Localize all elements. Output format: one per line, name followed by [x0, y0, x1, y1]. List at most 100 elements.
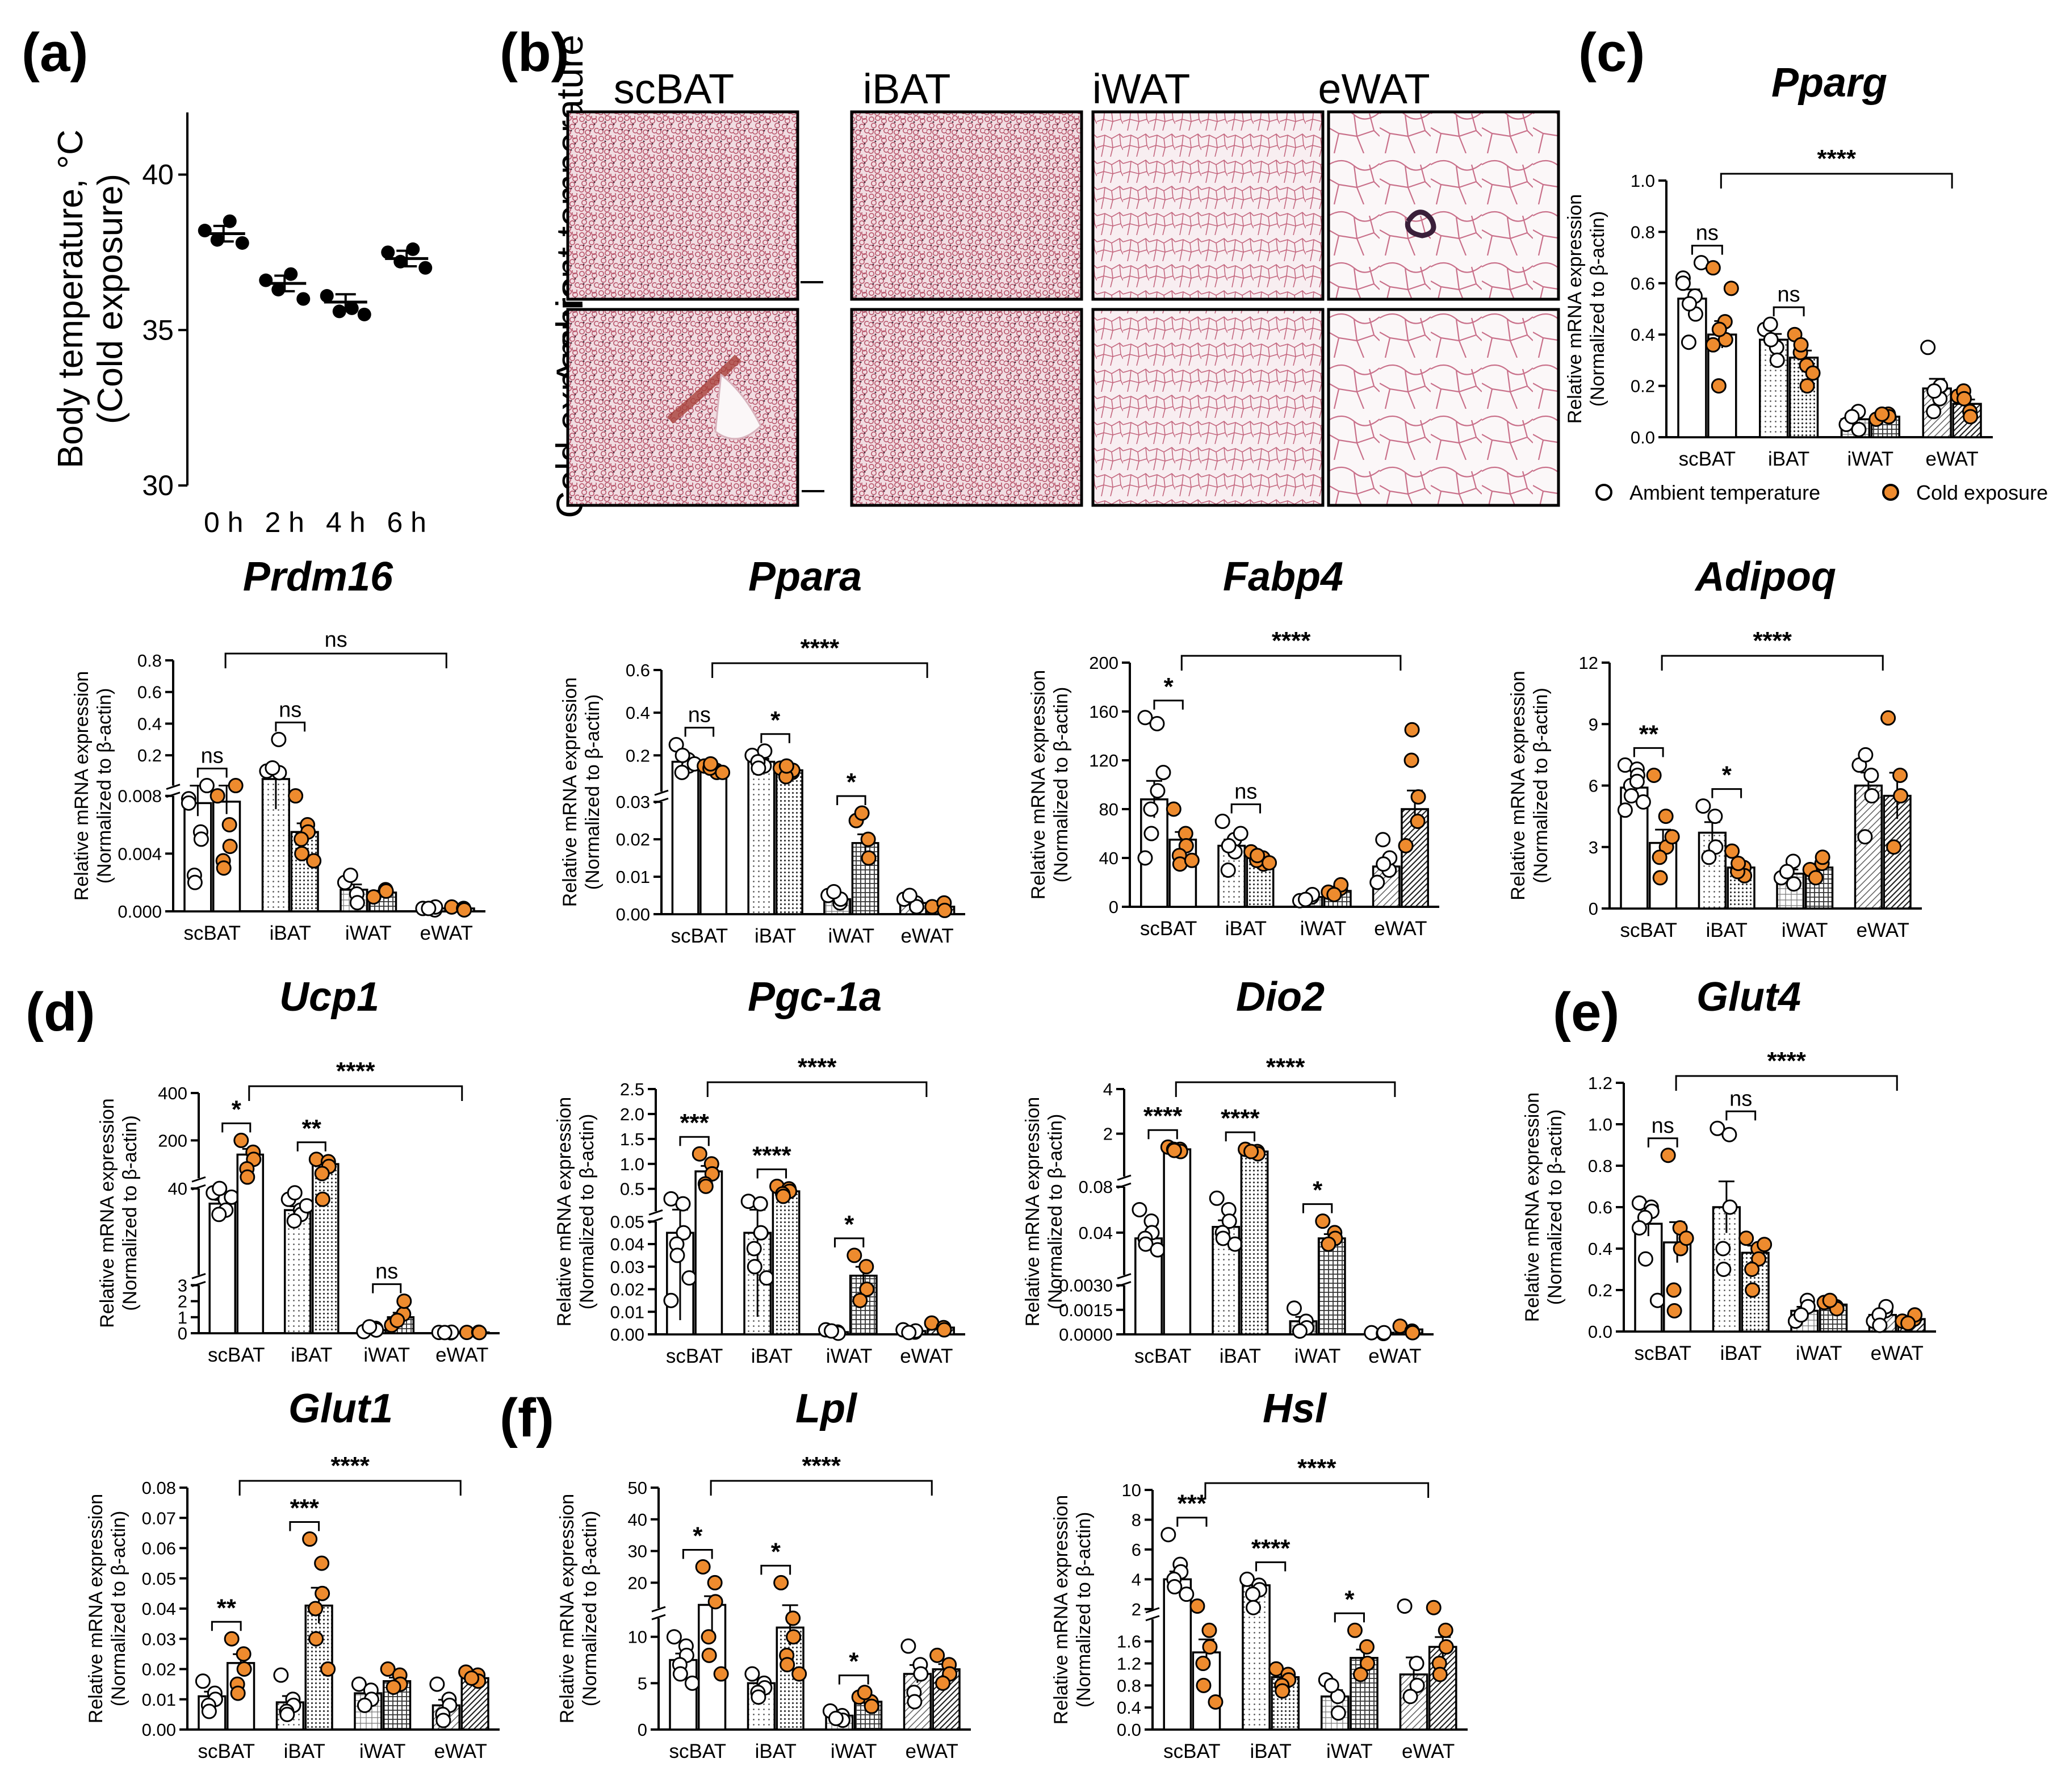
data-point-ambient [421, 901, 437, 916]
data-point-cold [936, 1322, 952, 1338]
y-tick-label: 0.0015 [1059, 1300, 1113, 1320]
chart-adipoq: Adipoq 0 3 6 9 12 Relative mRNA expression(Nor… [1507, 554, 1922, 941]
panel-label-a: (a) [22, 22, 88, 83]
data-point-ambient [828, 1710, 844, 1726]
data-point-cold [1892, 767, 1908, 783]
data-point-ambient [1137, 710, 1153, 726]
x-tick-label: 0 h [204, 506, 244, 538]
data-point-cold [1398, 838, 1414, 853]
significance-bracket [372, 1283, 402, 1293]
y-tick-label: 0 [1109, 897, 1118, 917]
data-point-cold [1886, 839, 1902, 855]
significance-bracket [1633, 747, 1664, 757]
significance-bracket [296, 1141, 326, 1152]
x-tick-label: iBAT [291, 1344, 332, 1366]
data-point-ambient [1863, 767, 1879, 783]
data-point-ambient [351, 1676, 367, 1692]
y-tick-label: 0.8 [1588, 1156, 1612, 1176]
data-point-cold [315, 1191, 330, 1207]
data-point-cold [1900, 1315, 1916, 1331]
x-tick-label: iWAT [1847, 448, 1894, 470]
data-point-ambient [1214, 814, 1230, 829]
data-point-ambient [681, 1270, 697, 1286]
x-tick-label: 4 h [326, 506, 366, 538]
data-point-cold [776, 1188, 791, 1204]
bar-ambient [1677, 298, 1707, 438]
data-point-ambient [1926, 404, 1942, 420]
data-point-ambient [1681, 296, 1697, 312]
bar-ambient [208, 1203, 237, 1334]
y-tick-label: 0.0030 [1059, 1276, 1113, 1296]
data-point-cold [378, 883, 394, 899]
data-point-cold [240, 1169, 255, 1185]
y-tick-label: 1.0 [1631, 171, 1655, 191]
x-tick-label: scBAT [208, 1344, 265, 1366]
data-point-cold [1195, 1656, 1211, 1672]
x-tick-label: eWAT [420, 922, 473, 944]
data-point-ambient [1297, 891, 1313, 907]
y-tick-label: 6 [1589, 776, 1598, 796]
axis-break-mark [1117, 1182, 1132, 1189]
data-point-ambient [1637, 1251, 1653, 1267]
significance-label: * [1344, 1585, 1355, 1613]
y-tick-label: 0 [638, 1720, 647, 1740]
y-tick-label: 0.02 [142, 1660, 176, 1680]
chart-title: Glut1 [288, 1386, 393, 1431]
y-axis-label: Relative mRNA expression(Normalized to β… [554, 1097, 598, 1326]
data-point-cold [852, 1292, 868, 1308]
data-point-ambient [907, 1694, 923, 1710]
data-point-ambient [1629, 773, 1645, 789]
data-point-ambient [1402, 1689, 1418, 1705]
data-point-ambient [212, 1180, 228, 1196]
data-point-ambient [1233, 826, 1248, 841]
significance-bracket-wide [1720, 173, 1953, 189]
data-point-ambient [1872, 1317, 1888, 1333]
data-point-ambient [435, 1713, 451, 1728]
data-point-cold [224, 1631, 240, 1647]
data-point-cold [386, 1679, 401, 1695]
y-tick-label: 20 [628, 1573, 647, 1593]
y-tick-label: 0.6 [1588, 1198, 1612, 1217]
data-point [345, 301, 359, 315]
y-axis-label-line: (Normalized to β-actin) [582, 694, 604, 890]
data-point-ambient [1722, 1199, 1738, 1215]
significance-bracket-wide [1180, 655, 1402, 671]
legend: Ambient temperature Cold exposure [1595, 481, 2048, 504]
data-point-cold [294, 831, 309, 847]
data-point-ambient [1150, 783, 1166, 799]
x-tick-label: eWAT [900, 925, 953, 947]
data-point-ambient [751, 760, 766, 776]
data-point-cold [210, 788, 225, 804]
x-tick-label: scBAT [671, 925, 728, 947]
data-point-cold [847, 1247, 862, 1263]
histology-image-cold-scbat [566, 308, 799, 507]
data-point-ambient [901, 1325, 917, 1341]
data-point-ambient [1167, 1579, 1183, 1595]
histology-vessel [1405, 210, 1436, 238]
y-axis-label-line: Relative mRNA expression [1564, 194, 1586, 424]
y-tick-label: 0.6 [137, 683, 162, 702]
data-point-cold [1201, 1622, 1217, 1638]
y-tick-label: 0.4 [1588, 1239, 1612, 1259]
x-tick-label: 6 h [387, 506, 426, 538]
data-point-cold [216, 860, 232, 876]
data-point-cold [1189, 1598, 1205, 1614]
y-tick-label: 0.00 [142, 1720, 176, 1740]
y-axis-label-line: Relative mRNA expression [1507, 671, 1529, 900]
chart-a: 30 35 40 Body temperature, °C(Cold exposure… [51, 112, 433, 538]
y-tick-label: 5 [638, 1673, 647, 1693]
significance-label: **** [336, 1057, 375, 1085]
significance-bracket [1225, 1131, 1256, 1142]
data-point-cold [1956, 391, 1972, 407]
significance-bracket [1334, 1612, 1365, 1623]
bar-ambient [671, 760, 699, 915]
chart-lpl: Lpl 0 5 10 20 30 40 50 Relative mRNA expression(… [556, 1386, 971, 1762]
data-point-ambient [1769, 352, 1785, 368]
significance-label: * [232, 1095, 242, 1123]
data-point-cold [1347, 1622, 1363, 1638]
significance-label: **** [1143, 1102, 1183, 1130]
data-point-ambient [1716, 1262, 1732, 1277]
chart-hsl: Hsl 0.00.4 0.8 1.21.6 2 4 6 8 10 Relative mRNA ex… [1050, 1386, 1468, 1762]
data-point-cold [1410, 789, 1426, 805]
